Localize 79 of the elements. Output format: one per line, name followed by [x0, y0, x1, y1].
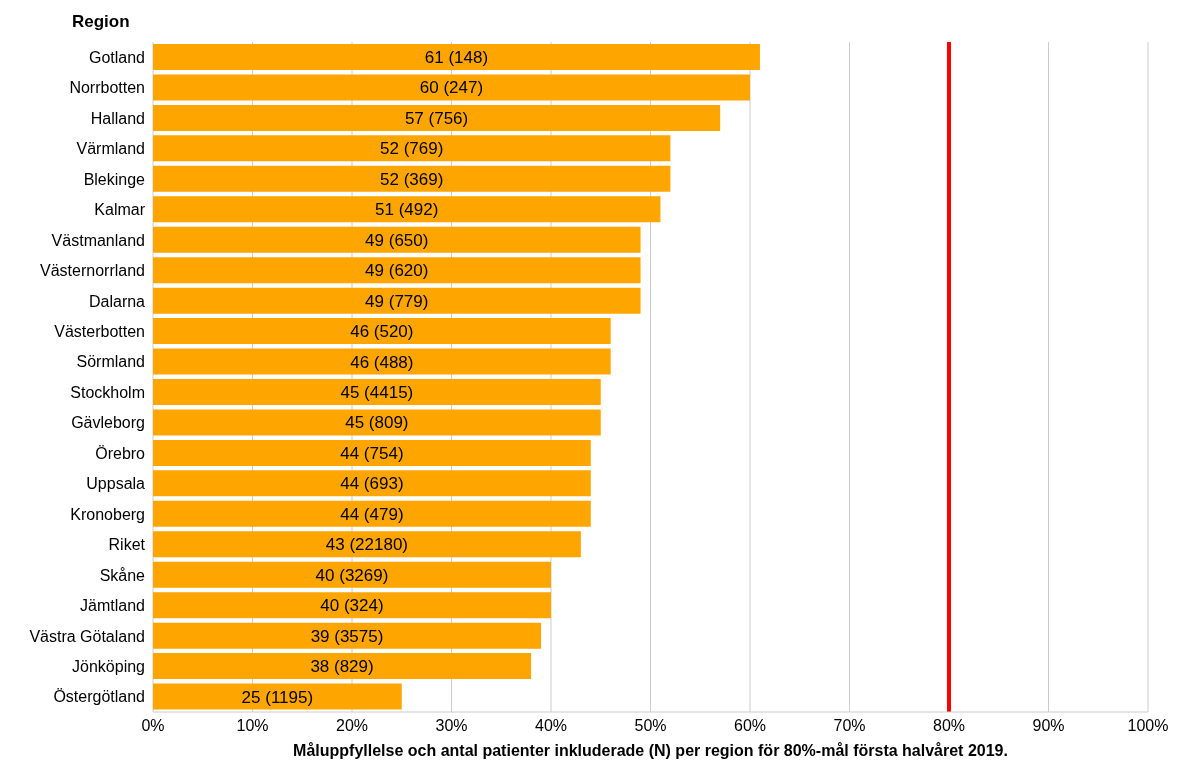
- x-tick-label: 10%: [236, 717, 269, 735]
- bar: [153, 257, 641, 284]
- bar: [153, 165, 671, 192]
- data-label: 38 (829): [310, 657, 374, 677]
- y-tick-label: Västra Götaland: [29, 627, 145, 645]
- y-tick-label: Kalmar: [94, 201, 146, 219]
- data-label: 44 (479): [340, 504, 404, 524]
- bar: [153, 409, 601, 436]
- data-label: 45 (809): [345, 413, 409, 433]
- x-tick-label: 70%: [833, 717, 866, 735]
- y-tick-label: Riket: [108, 536, 146, 554]
- data-label: 44 (693): [340, 474, 404, 494]
- bar: [153, 104, 721, 131]
- data-label: 61 (148): [424, 48, 489, 68]
- y-tick-label: Jämtland: [80, 597, 145, 615]
- bar: [153, 470, 591, 497]
- bar: [153, 439, 591, 466]
- y-tick-label: Jönköping: [72, 658, 145, 675]
- x-tick-label: 50%: [634, 717, 667, 735]
- x-tick-label: 80%: [932, 717, 966, 735]
- data-label: 46 (488): [350, 352, 414, 372]
- data-label: 45 (4415): [340, 383, 414, 403]
- x-tick-label: 40%: [534, 717, 568, 735]
- bar: [153, 135, 671, 162]
- x-tick-label: 20%: [335, 717, 369, 735]
- data-label: 49 (779): [365, 291, 429, 311]
- y-tick-label: Örebro: [95, 444, 146, 462]
- bar: [153, 653, 532, 680]
- bar: [153, 379, 601, 405]
- data-label: 57 (756): [404, 108, 469, 128]
- data-label: 44 (754): [340, 443, 404, 463]
- data-label: 43 (22180): [325, 535, 409, 555]
- x-tick-label: 90%: [1032, 717, 1065, 735]
- bar: [153, 592, 551, 619]
- bar: [153, 683, 402, 710]
- y-axis-title: Region: [72, 12, 130, 32]
- bar: [153, 531, 581, 558]
- bar: [153, 348, 611, 375]
- bar: [153, 622, 542, 649]
- y-tick-label: Norrbotten: [69, 79, 145, 97]
- data-label: 39 (3575): [310, 626, 384, 646]
- y-tick-label: Dalarna: [88, 292, 146, 310]
- data-label: 51 (492): [375, 200, 439, 220]
- data-label: 52 (369): [380, 169, 444, 189]
- bar: [153, 226, 641, 253]
- y-tick-label: Östergötland: [53, 688, 145, 706]
- x-tick-label: 0%: [141, 717, 165, 735]
- bar: [153, 196, 661, 223]
- bar: [153, 561, 551, 588]
- y-tick-label: Kronoberg: [70, 505, 145, 523]
- data-label: 25 (1195): [241, 687, 314, 707]
- x-tick-label: 100%: [1127, 717, 1169, 735]
- x-axis-title: Måluppfyllelse och antal patienter inkluderade (N) per region för 80%-mål första halvåret 2019.: [292, 742, 1009, 760]
- bar: [153, 287, 641, 314]
- y-tick-label: Gävleborg: [71, 414, 145, 432]
- data-label: 40 (3269): [315, 565, 389, 585]
- data-label: 46 (520): [350, 322, 414, 342]
- y-tick-label: Västerbotten: [54, 323, 145, 340]
- y-tick-label: Västernorrland: [40, 262, 145, 280]
- y-tick-label: Värmland: [76, 140, 145, 158]
- y-tick-label: Västmanland: [51, 231, 145, 249]
- data-label: 40 (324): [320, 596, 384, 616]
- x-tick-label: 60%: [733, 717, 767, 735]
- bar: [153, 44, 760, 70]
- data-label: 52 (769): [380, 139, 444, 159]
- y-tick-label: Skåne: [99, 566, 146, 584]
- bar: [153, 500, 591, 527]
- y-tick-label: Stockholm: [70, 383, 145, 401]
- data-label: 60 (247): [419, 78, 484, 98]
- y-tick-label: Blekinge: [83, 170, 146, 188]
- y-tick-label: Halland: [90, 109, 145, 127]
- y-tick-label: Uppsala: [86, 475, 146, 493]
- x-tick-label: 30%: [435, 717, 468, 735]
- bar: [153, 318, 611, 345]
- y-tick-label: Gotland: [88, 48, 145, 66]
- y-tick-label: Sörmland: [76, 353, 145, 371]
- data-label: 49 (650): [365, 230, 429, 250]
- bar: [153, 74, 750, 101]
- data-label: 49 (620): [365, 261, 429, 281]
